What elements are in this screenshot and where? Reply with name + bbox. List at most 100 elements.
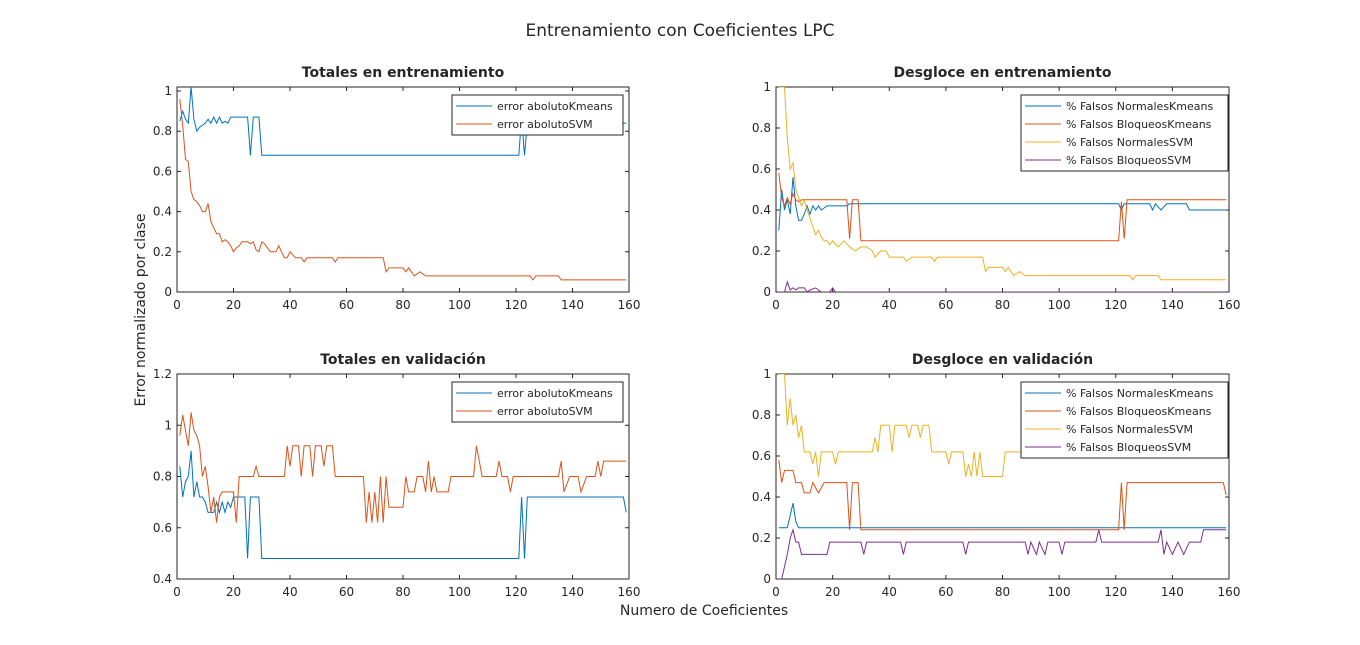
figure-xlabel: Numero de Coeficientes — [620, 603, 788, 619]
x-tick-label: 60 — [339, 585, 354, 599]
x-tick-label: 100 — [448, 585, 471, 599]
legend-box — [1020, 381, 1229, 459]
x-tick-label: 120 — [1104, 298, 1127, 312]
legend-entry: error abolutoKmeans — [497, 100, 613, 113]
legend-entry: % Falsos NormalesSVM — [1066, 136, 1193, 149]
figure-title: Entrenamiento con Coeficientes LPC — [525, 21, 834, 41]
y-tick-label: 0.4 — [752, 203, 771, 217]
legend: error abolutoKmeans error abolutoSVM — [451, 381, 624, 423]
series-line-1 — [778, 177, 1227, 231]
series-line-2 — [179, 412, 627, 523]
y-tick-label: 0.8 — [752, 408, 771, 422]
x-tick-label: 60 — [938, 585, 953, 599]
x-tick-label: 40 — [882, 585, 897, 599]
x-tick-label: 0 — [173, 298, 181, 312]
legend-entry: % Falsos BloqueosKmeans — [1066, 405, 1212, 418]
x-tick-label: 60 — [339, 298, 354, 312]
x-tick-label: 120 — [1104, 585, 1127, 599]
x-tick-label: 100 — [448, 298, 471, 312]
y-tick-label: 1 — [763, 367, 771, 381]
legend-entry: % Falsos NormalesSVM — [1066, 423, 1193, 436]
x-tick-label: 120 — [505, 298, 528, 312]
y-tick-label: 0.8 — [752, 121, 771, 135]
y-tick-label: 0 — [763, 572, 771, 586]
y-tick-label: 0.4 — [752, 490, 771, 504]
x-tick-label: 160 — [618, 298, 641, 312]
y-tick-label: 1 — [164, 84, 172, 98]
series-line-4 — [778, 527, 1227, 579]
x-tick-label: 0 — [772, 298, 780, 312]
x-tick-label: 80 — [995, 298, 1010, 312]
y-tick-label: 0.8 — [153, 470, 172, 484]
x-tick-label: 160 — [618, 585, 641, 599]
x-tick-label: 160 — [1218, 585, 1241, 599]
legend: error abolutoKmeans error abolutoSVM — [451, 94, 624, 136]
x-tick-label: 20 — [226, 298, 241, 312]
series-line-2 — [778, 173, 1227, 242]
y-tick-label: 0.8 — [153, 124, 172, 138]
x-tick-label: 60 — [938, 298, 953, 312]
legend-entry: error abolutoKmeans — [497, 387, 613, 400]
series-line-1 — [179, 87, 627, 156]
x-tick-label: 20 — [825, 298, 840, 312]
x-tick-label: 40 — [282, 298, 297, 312]
y-tick-label: 0.6 — [752, 162, 771, 176]
y-tick-label: 0.2 — [153, 245, 172, 259]
x-tick-label: 0 — [772, 585, 780, 599]
legend: % Falsos NormalesKmeans % Falsos Bloqueos… — [1020, 94, 1229, 172]
legend-entry: % Falsos BloqueosSVM — [1066, 441, 1191, 454]
y-tick-label: 0 — [763, 285, 771, 299]
series-line-4 — [778, 280, 1227, 292]
legend-box — [451, 94, 624, 136]
legend: % Falsos NormalesKmeans % Falsos Bloqueos… — [1020, 381, 1229, 459]
series-line-1 — [778, 502, 1227, 529]
x-tick-label: 20 — [226, 585, 241, 599]
subplot-3: Totales en validación 0 20 40 60 80 100 120 140 1… — [153, 352, 641, 599]
x-tick-label: 80 — [395, 585, 410, 599]
y-tick-label: 0 — [164, 285, 172, 299]
legend-entry: % Falsos NormalesKmeans — [1066, 100, 1213, 113]
x-tick-label: 120 — [505, 585, 528, 599]
y-tick-label: 1 — [763, 80, 771, 94]
x-tick-label: 140 — [1161, 298, 1184, 312]
legend-box — [451, 381, 624, 423]
x-tick-label: 80 — [995, 585, 1010, 599]
subplot-title: Totales en validación — [320, 352, 486, 368]
subplot-2: Desgloce en entrenamiento 0 20 40 60 80 100 120… — [752, 65, 1241, 312]
x-tick-label: 0 — [173, 585, 181, 599]
series-line-3 — [778, 87, 1227, 281]
subplot-4: Desgloce en validación 0 20 40 60 80 100 120 140… — [752, 352, 1241, 599]
legend-entry: % Falsos BloqueosKmeans — [1066, 118, 1212, 131]
x-tick-label: 140 — [561, 298, 584, 312]
legend-entry: error abolutoSVM — [497, 405, 593, 418]
subplot-title: Desgloce en validación — [912, 352, 1093, 368]
series-line-2 — [778, 460, 1227, 531]
legend-entry: % Falsos BloqueosSVM — [1066, 154, 1191, 167]
x-tick-label: 80 — [395, 298, 410, 312]
figure-ylabel: Error normalizado por clase — [133, 213, 149, 406]
y-tick-label: 0.6 — [153, 164, 172, 178]
subplot-1: Totales en entrenamiento 0 20 40 60 80 100 120 1… — [153, 65, 641, 312]
x-tick-label: 140 — [1161, 585, 1184, 599]
y-tick-label: 0.6 — [153, 521, 172, 535]
legend-entry: % Falsos NormalesKmeans — [1066, 387, 1213, 400]
y-tick-label: 1.2 — [153, 367, 172, 381]
series-line-3 — [778, 374, 1227, 477]
x-tick-label: 160 — [1218, 298, 1241, 312]
x-tick-label: 100 — [1048, 585, 1071, 599]
series-line-2 — [179, 99, 627, 281]
x-tick-label: 100 — [1048, 298, 1071, 312]
series-line-1 — [179, 450, 627, 559]
y-tick-label: 0.4 — [153, 572, 172, 586]
y-tick-label: 0.2 — [752, 531, 771, 545]
y-tick-label: 0.4 — [153, 205, 172, 219]
x-tick-label: 40 — [882, 298, 897, 312]
y-tick-label: 1 — [164, 418, 172, 432]
x-tick-label: 40 — [282, 585, 297, 599]
legend-entry: error abolutoSVM — [497, 118, 593, 131]
y-tick-label: 0.2 — [752, 244, 771, 258]
x-tick-label: 20 — [825, 585, 840, 599]
x-tick-label: 140 — [561, 585, 584, 599]
